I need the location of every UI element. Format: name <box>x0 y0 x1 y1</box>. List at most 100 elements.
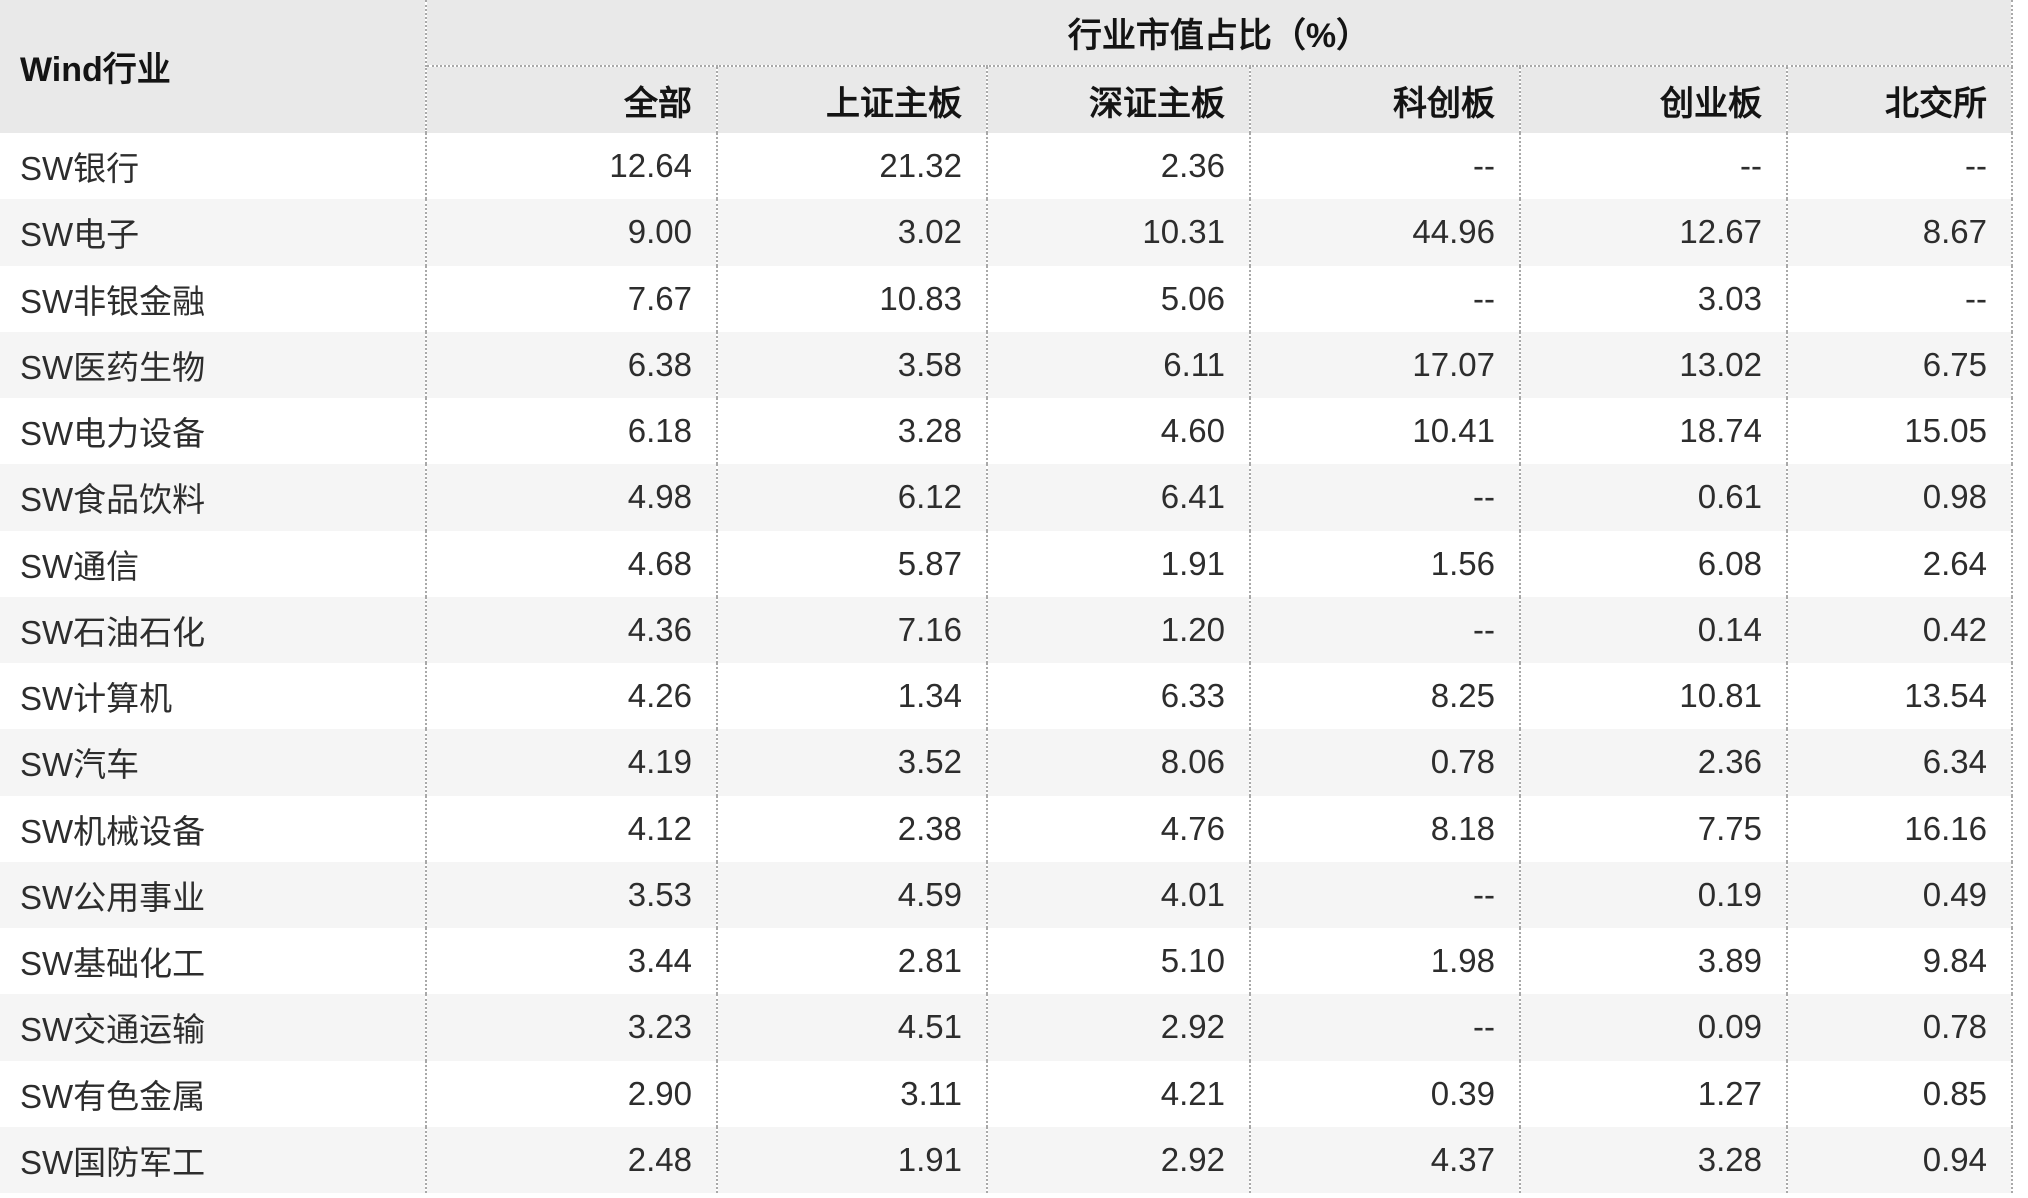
value-cell: 1.98 <box>1249 928 1520 995</box>
table-row: SW基础化工 3.44 2.81 5.10 1.98 3.89 9.84 <box>0 928 2014 995</box>
value-cell: 6.18 <box>425 398 717 465</box>
table-row: SW国防军工 2.48 1.91 2.92 4.37 3.28 0.94 <box>0 1126 2014 1193</box>
value-cell: 6.08 <box>1519 530 1787 597</box>
value-cell: 0.78 <box>1249 729 1520 796</box>
value-cell: 5.10 <box>986 928 1250 995</box>
table-row: SW电力设备 6.18 3.28 4.60 10.41 18.74 15.05 <box>0 398 2014 465</box>
industry-cell: SW医药生物 <box>0 331 427 398</box>
value-cell: 1.91 <box>716 1126 987 1193</box>
value-cell: 12.64 <box>425 133 717 200</box>
value-cell: 6.11 <box>986 331 1250 398</box>
table-header: Wind行业 行业市值占比（%） 全部 上证主板 深证主板 科创板 创业板 北交所 <box>0 0 2014 133</box>
table-row: SW有色金属 2.90 3.11 4.21 0.39 1.27 0.85 <box>0 1060 2014 1127</box>
value-cell: 4.19 <box>425 729 717 796</box>
table-row: SW非银金融 7.67 10.83 5.06 -- 3.03 -- <box>0 265 2014 332</box>
value-cell: 0.98 <box>1785 464 2014 531</box>
value-cell: 18.74 <box>1519 398 1787 465</box>
column-header: 北交所 <box>1785 66 2014 133</box>
value-cell: 8.67 <box>1785 199 2014 266</box>
industry-cell: SW通信 <box>0 530 427 597</box>
sub-header-row: 全部 上证主板 深证主板 科创板 创业板 北交所 <box>0 66 2014 133</box>
industry-cell: SW交通运输 <box>0 994 427 1061</box>
value-cell: 4.26 <box>425 663 717 730</box>
industry-cell: SW基础化工 <box>0 928 427 995</box>
value-cell: -- <box>1785 265 2014 332</box>
value-cell: 9.00 <box>425 199 717 266</box>
value-cell: 4.51 <box>716 994 987 1061</box>
value-cell: 4.12 <box>425 795 717 862</box>
value-cell: 2.92 <box>986 994 1250 1061</box>
value-cell: 13.02 <box>1519 331 1787 398</box>
value-cell: 7.75 <box>1519 795 1787 862</box>
table-row: SW食品饮料 4.98 6.12 6.41 -- 0.61 0.98 <box>0 464 2014 531</box>
value-cell: 3.03 <box>1519 265 1787 332</box>
value-cell: 1.91 <box>986 530 1250 597</box>
value-cell: 6.41 <box>986 464 1250 531</box>
value-cell: -- <box>1249 133 1520 200</box>
value-cell: 3.52 <box>716 729 987 796</box>
value-cell: 2.48 <box>425 1126 717 1193</box>
industry-cell: SW机械设备 <box>0 795 427 862</box>
column-header: 上证主板 <box>716 66 987 133</box>
value-cell: -- <box>1249 596 1520 663</box>
value-cell: -- <box>1249 994 1520 1061</box>
value-cell: 4.68 <box>425 530 717 597</box>
value-cell: 0.14 <box>1519 596 1787 663</box>
value-cell: 8.06 <box>986 729 1250 796</box>
value-cell: 12.67 <box>1519 199 1787 266</box>
value-cell: 15.05 <box>1785 398 2014 465</box>
value-cell: 16.16 <box>1785 795 2014 862</box>
value-cell: 7.67 <box>425 265 717 332</box>
value-cell: 0.19 <box>1519 861 1787 928</box>
industry-cell: SW电力设备 <box>0 398 427 465</box>
value-cell: 1.27 <box>1519 1060 1787 1127</box>
group-header-row: Wind行业 行业市值占比（%） <box>0 0 2014 133</box>
table-row: SW汽车 4.19 3.52 8.06 0.78 2.36 6.34 <box>0 729 2014 796</box>
industry-cell: SW石油石化 <box>0 596 427 663</box>
industry-cell: SW国防军工 <box>0 1126 427 1193</box>
value-cell: 4.98 <box>425 464 717 531</box>
column-header: 全部 <box>425 66 717 133</box>
value-cell: 0.42 <box>1785 596 2014 663</box>
value-cell: 3.28 <box>1519 1126 1787 1193</box>
value-cell: 2.92 <box>986 1126 1250 1193</box>
column-header: 科创板 <box>1249 66 1520 133</box>
value-cell: 3.11 <box>716 1060 987 1127</box>
value-cell: 10.83 <box>716 265 987 332</box>
value-cell: 3.58 <box>716 331 987 398</box>
value-cell: 4.60 <box>986 398 1250 465</box>
value-cell: 5.87 <box>716 530 987 597</box>
value-cell: 3.44 <box>425 928 717 995</box>
value-cell: 0.49 <box>1785 861 2014 928</box>
value-cell: 2.36 <box>986 133 1250 200</box>
table-row: SW通信 4.68 5.87 1.91 1.56 6.08 2.64 <box>0 530 2014 597</box>
table-row: SW石油石化 4.36 7.16 1.20 -- 0.14 0.42 <box>0 596 2014 663</box>
value-cell: 0.09 <box>1519 994 1787 1061</box>
value-cell: -- <box>1249 861 1520 928</box>
value-cell: 3.23 <box>425 994 717 1061</box>
value-cell: 8.18 <box>1249 795 1520 862</box>
table-row: SW公用事业 3.53 4.59 4.01 -- 0.19 0.49 <box>0 861 2014 928</box>
value-cell: 3.28 <box>716 398 987 465</box>
value-cell: 4.36 <box>425 596 717 663</box>
value-cell: 21.32 <box>716 133 987 200</box>
value-cell: 4.01 <box>986 861 1250 928</box>
value-cell: -- <box>1519 133 1787 200</box>
value-cell: 0.39 <box>1249 1060 1520 1127</box>
value-cell: 4.37 <box>1249 1126 1520 1193</box>
value-cell: 2.64 <box>1785 530 2014 597</box>
value-cell: 4.21 <box>986 1060 1250 1127</box>
value-cell: 5.06 <box>986 265 1250 332</box>
value-cell: 9.84 <box>1785 928 2014 995</box>
table-body: SW银行 12.64 21.32 2.36 -- -- -- SW电子 9.00 3.02 10.3… <box>0 133 2014 1193</box>
industry-cell: SW电子 <box>0 199 427 266</box>
value-cell: 6.12 <box>716 464 987 531</box>
value-cell: 10.31 <box>986 199 1250 266</box>
table-row: SW机械设备 4.12 2.38 4.76 8.18 7.75 16.16 <box>0 795 2014 862</box>
table-row: SW计算机 4.26 1.34 6.33 8.25 10.81 13.54 <box>0 663 2014 730</box>
value-cell: 2.81 <box>716 928 987 995</box>
value-cell: 0.85 <box>1785 1060 2014 1127</box>
industry-cell: SW银行 <box>0 133 427 200</box>
value-cell: 44.96 <box>1249 199 1520 266</box>
